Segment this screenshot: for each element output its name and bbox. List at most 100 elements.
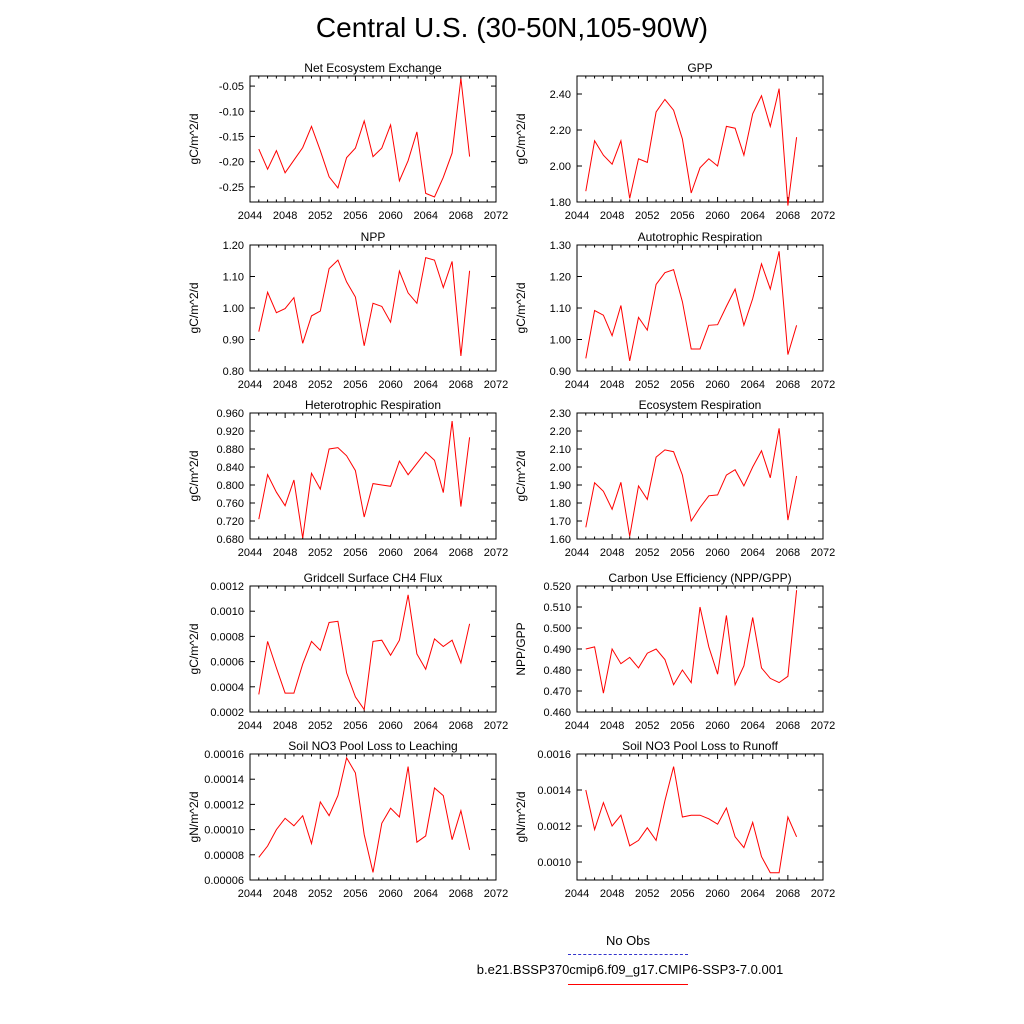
x-tick-label: 2044	[565, 888, 589, 900]
y-tick-label: 0.720	[216, 516, 244, 528]
x-tick-label: 2068	[776, 888, 800, 900]
panel-title: Gridcell Surface CH4 Flux	[304, 571, 443, 585]
series-line	[258, 78, 471, 198]
y-tick-label: 1.00	[550, 335, 571, 347]
x-tick-label: 2060	[705, 210, 729, 222]
legend-run-label: b.e21.BSSP370cmip6.f09_g17.CMIP6-SSP3-7.…	[476, 962, 784, 977]
y-tick-label: 2.40	[550, 89, 571, 101]
x-tick-label: 2060	[378, 720, 402, 732]
chart-panel: GPP 2044 2048 2052 2056 2060 2064 2068 2072 1.80 2…	[514, 61, 835, 222]
series-line	[585, 88, 798, 206]
y-tick-label: 2.20	[550, 426, 571, 438]
panel-title: Heterotrophic Respiration	[305, 398, 441, 412]
series-line	[258, 594, 471, 711]
x-tick-label: 2064	[740, 379, 764, 391]
x-tick-label: 2060	[378, 379, 402, 391]
y-tick-label: 0.960	[216, 408, 244, 420]
x-tick-label: 2048	[600, 379, 624, 391]
x-tick-label: 2060	[378, 547, 402, 559]
x-tick-label: 2056	[670, 210, 694, 222]
y-tick-label: 0.520	[543, 581, 571, 593]
x-tick-label: 2048	[600, 547, 624, 559]
plot-frame	[576, 585, 824, 713]
x-tick-label: 2072	[484, 720, 508, 732]
y-tick-label: -0.05	[219, 81, 244, 93]
x-tick-label: 2048	[600, 720, 624, 732]
plot-frame	[576, 412, 824, 540]
chart-panel: Heterotrophic Respiration 2044 2048 2052 205…	[187, 398, 508, 559]
x-tick-label: 2072	[811, 379, 835, 391]
y-tick-label: 0.00014	[204, 774, 244, 786]
plot-frame	[576, 244, 824, 372]
series-line	[258, 256, 471, 356]
y-tick-label: 0.490	[543, 644, 571, 656]
x-tick-label: 2056	[343, 547, 367, 559]
y-axis-label: gC/m^2/d	[514, 283, 528, 334]
x-tick-label: 2052	[308, 888, 332, 900]
y-tick-label: 0.680	[216, 534, 244, 546]
y-tick-label: 0.0016	[537, 749, 571, 761]
y-tick-label: 0.00006	[204, 875, 244, 887]
series-line	[258, 421, 471, 539]
x-tick-label: 2044	[238, 379, 262, 391]
x-tick-label: 2068	[449, 379, 473, 391]
x-tick-label: 2064	[740, 720, 764, 732]
y-axis-label: gC/m^2/d	[187, 624, 201, 675]
x-tick-label: 2056	[343, 720, 367, 732]
y-axis-label: gN/m^2/d	[187, 792, 201, 843]
y-tick-label: 0.80	[223, 366, 244, 378]
y-tick-label: -0.25	[219, 182, 244, 194]
series-line	[585, 251, 798, 361]
y-tick-label: 0.0004	[210, 682, 244, 694]
x-tick-label: 2052	[635, 379, 659, 391]
chart-panel: Soil NO3 Pool Loss to Leaching 2044 2048 20…	[187, 739, 508, 900]
legend-run-line	[568, 984, 688, 985]
series-line	[585, 766, 798, 874]
x-tick-label: 2072	[484, 547, 508, 559]
x-tick-label: 2048	[273, 547, 297, 559]
y-tick-label: 0.90	[550, 366, 571, 378]
y-tick-label: 0.00016	[204, 749, 244, 761]
x-tick-label: 2064	[740, 210, 764, 222]
panel-title: NPP	[361, 230, 386, 244]
y-tick-label: 0.480	[543, 665, 571, 677]
x-tick-label: 2044	[565, 547, 589, 559]
x-tick-label: 2072	[811, 888, 835, 900]
chart-panel: Carbon Use Efficiency (NPP/GPP) 2044 2048 2…	[514, 571, 835, 732]
panel-title: Carbon Use Efficiency (NPP/GPP)	[608, 571, 791, 585]
y-tick-label: 0.0012	[210, 581, 244, 593]
y-tick-label: 0.90	[223, 335, 244, 347]
y-tick-label: 0.0006	[210, 657, 244, 669]
series-line	[585, 590, 798, 694]
y-tick-label: 1.20	[550, 272, 571, 284]
y-tick-label: -0.20	[219, 157, 244, 169]
y-tick-label: 0.0010	[537, 857, 571, 869]
y-tick-label: 1.80	[550, 498, 571, 510]
legend-no-obs-line	[568, 954, 688, 955]
chart-panel: Soil NO3 Pool Loss to Runoff 2044 2048 2052…	[514, 739, 835, 900]
x-tick-label: 2060	[705, 888, 729, 900]
y-tick-label: 0.0010	[210, 606, 244, 618]
x-tick-label: 2072	[811, 720, 835, 732]
y-axis-label: gC/m^2/d	[187, 283, 201, 334]
x-tick-label: 2048	[273, 720, 297, 732]
x-tick-label: 2072	[484, 888, 508, 900]
chart-panel: Net Ecosystem Exchange 2044 2048 2052 2056 20…	[187, 61, 508, 222]
x-tick-label: 2048	[273, 888, 297, 900]
legend-no-obs-label: No Obs	[605, 933, 651, 948]
x-tick-label: 2064	[740, 547, 764, 559]
chart-panel: Autotrophic Respiration 2044 2048 2052 2056 2…	[514, 230, 835, 391]
x-tick-label: 2056	[670, 888, 694, 900]
panel-title: Soil NO3 Pool Loss to Runoff	[622, 739, 779, 753]
y-axis-label: gN/m^2/d	[514, 792, 528, 843]
x-tick-label: 2064	[740, 888, 764, 900]
y-tick-label: 0.00012	[204, 799, 244, 811]
x-tick-label: 2068	[776, 547, 800, 559]
x-tick-label: 2044	[238, 210, 262, 222]
series-line	[585, 428, 798, 537]
y-tick-label: 1.10	[223, 272, 244, 284]
y-tick-label: 2.20	[550, 125, 571, 137]
y-tick-label: 2.10	[550, 444, 571, 456]
x-tick-label: 2060	[705, 547, 729, 559]
y-tick-label: 0.510	[543, 602, 571, 614]
